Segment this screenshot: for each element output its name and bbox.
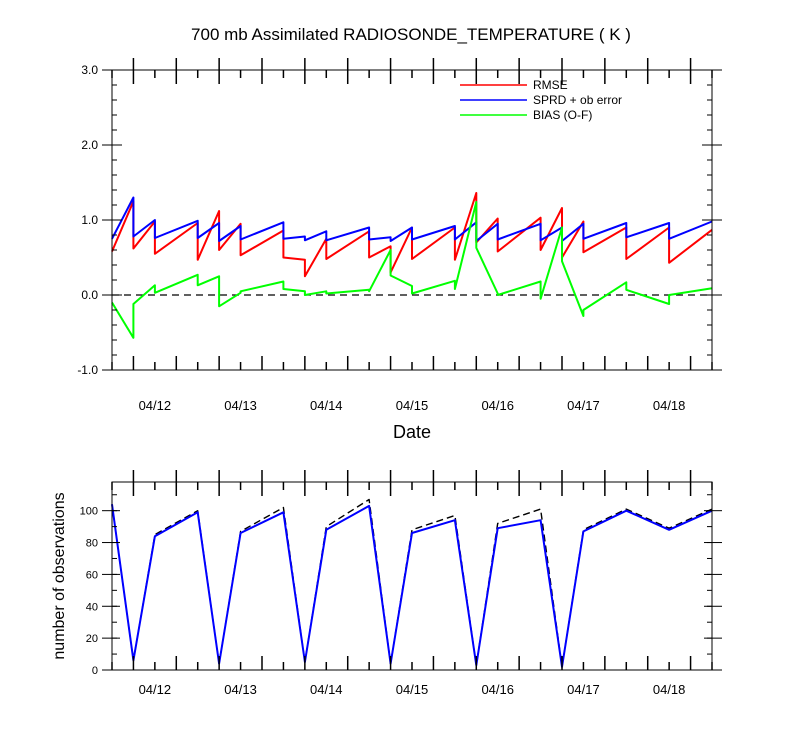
top-series-group — [111, 192, 713, 339]
x-tick-label: 04/15 — [396, 398, 429, 413]
y-tick-label: 2.0 — [81, 138, 98, 152]
legend-label-1: SPRD + ob error — [533, 93, 622, 107]
bottom-plot-frame — [111, 481, 713, 671]
y-tick-label: 80 — [86, 538, 98, 550]
y-tick-label: 60 — [86, 569, 98, 581]
x-tick-label: 04/16 — [481, 398, 514, 413]
y-tick-label: 40 — [86, 601, 98, 613]
x-tick-label: 04/16 — [481, 682, 514, 697]
top-x-axis-label: Date — [393, 422, 431, 442]
x-tick-label: 04/18 — [653, 682, 686, 697]
x-tick-label: 04/17 — [567, 398, 600, 413]
y-tick-label: 0.0 — [81, 288, 98, 302]
bottom-ticks: 0 20 40 60 80 100 04/12 04/13 04/14 04/15 04/16 04/… — [80, 470, 722, 697]
x-tick-label: 04/15 — [396, 682, 429, 697]
x-tick-label: 04/17 — [567, 682, 600, 697]
y-tick-label: 0 — [92, 665, 98, 677]
y-tick-label: 1.0 — [81, 213, 98, 227]
series-line-0-2 — [111, 201, 713, 339]
y-tick-label: 3.0 — [81, 63, 98, 77]
x-tick-label: 04/13 — [224, 682, 257, 697]
legend-label-0: RMSE — [533, 78, 568, 92]
series-line-1-0 — [111, 498, 713, 668]
chart-title: 700 mb Assimilated RADIOSONDE_TEMPERATUR… — [191, 25, 631, 44]
x-tick-label: 04/14 — [310, 682, 343, 697]
x-tick-label: 04/12 — [139, 682, 172, 697]
legend-label-2: BIAS (O-F) — [533, 108, 592, 122]
x-tick-label: 04/13 — [224, 398, 257, 413]
x-tick-label: 04/18 — [653, 398, 686, 413]
y-tick-label: 20 — [86, 633, 98, 645]
series-line-0-1 — [111, 196, 713, 242]
top-plot-frame — [111, 69, 713, 371]
bottom-y-axis-label: number of observations — [51, 492, 68, 659]
y-tick-label: 100 — [80, 506, 98, 518]
x-tick-label: 04/12 — [139, 398, 172, 413]
y-tick-label: -1.0 — [77, 363, 98, 377]
series-line-1-1 — [111, 504, 713, 668]
top-ticks: -1.0 0.0 1.0 2.0 3.0 04/12 04/13 04/14 04/15 04/1… — [77, 58, 722, 413]
x-tick-label: 04/14 — [310, 398, 343, 413]
bottom-series-group — [111, 498, 713, 668]
